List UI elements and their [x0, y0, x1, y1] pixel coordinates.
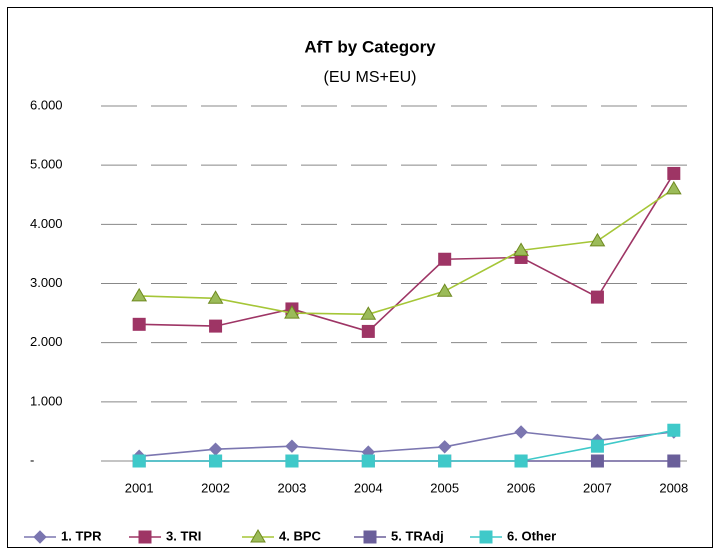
legend-marker — [479, 530, 493, 544]
y-tick-label: - — [30, 452, 34, 467]
legend-label: 3. TRI — [166, 528, 201, 543]
marker — [436, 283, 453, 297]
marker — [667, 454, 681, 468]
marker — [209, 319, 223, 333]
marker — [361, 324, 375, 338]
marker — [437, 440, 452, 454]
y-tick-label: 4.000 — [30, 216, 63, 231]
marker — [284, 305, 300, 319]
marker — [589, 232, 606, 247]
marker — [514, 425, 528, 439]
marker — [131, 287, 148, 302]
x-tick-label: 2001 — [125, 480, 154, 495]
chart-title: AfT by Category — [304, 37, 436, 56]
series-line — [139, 429, 674, 462]
y-tick-label: 3.000 — [30, 275, 63, 290]
marker — [132, 317, 146, 331]
y-tick-label: 6.000 — [30, 97, 63, 112]
x-tick-label: 2007 — [583, 480, 612, 495]
series-line — [139, 431, 674, 458]
legend-label: 5. TRAdj — [391, 528, 444, 543]
y-tick-label: 5.000 — [30, 157, 63, 172]
chart-border — [7, 7, 713, 548]
legend-label: 6. Other — [507, 528, 556, 543]
y-tick-label: 2.000 — [30, 334, 63, 349]
marker — [361, 454, 375, 468]
marker — [132, 454, 146, 468]
x-tick-label: 2005 — [430, 480, 459, 495]
marker — [665, 180, 682, 195]
marker — [590, 290, 604, 304]
x-tick-label: 2003 — [277, 480, 306, 495]
x-tick-label: 2006 — [507, 480, 536, 495]
marker — [360, 306, 377, 320]
series-line — [139, 188, 675, 316]
marker — [667, 423, 681, 437]
marker — [209, 454, 223, 468]
marker — [285, 454, 299, 468]
x-tick-label: 2004 — [354, 480, 383, 495]
legend-marker — [138, 530, 152, 544]
legend-marker — [33, 530, 47, 544]
series-line — [139, 173, 675, 333]
legend-marker — [363, 530, 377, 544]
marker — [207, 290, 224, 304]
marker — [514, 454, 528, 468]
legend-label: 1. TPR — [61, 528, 102, 543]
marker — [590, 454, 604, 468]
x-tick-label: 2008 — [659, 480, 688, 495]
marker — [285, 439, 299, 453]
marker — [667, 166, 681, 180]
legend-marker — [250, 529, 266, 543]
x-tick-label: 2002 — [201, 480, 230, 495]
marker — [438, 252, 452, 266]
legend-label: 4. BPC — [279, 528, 322, 543]
marker — [438, 454, 452, 468]
marker — [590, 439, 604, 453]
chart-subtitle: (EU MS+EU) — [324, 69, 417, 86]
marker — [513, 242, 529, 256]
y-tick-label: 1.000 — [30, 393, 63, 408]
